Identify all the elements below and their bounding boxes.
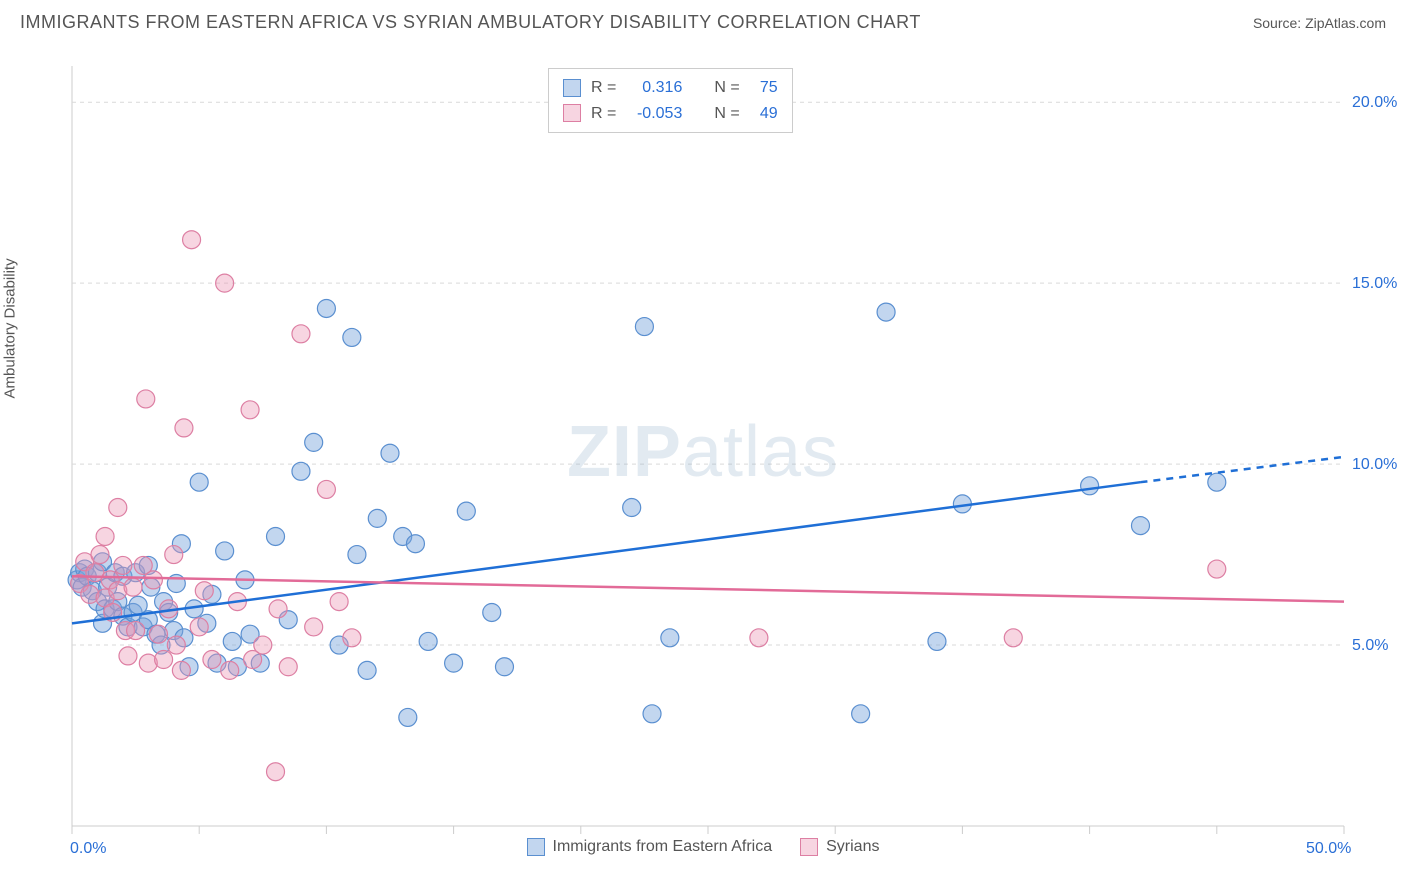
data-point <box>190 618 208 636</box>
data-point <box>119 647 137 665</box>
data-point <box>254 636 272 654</box>
data-point <box>216 542 234 560</box>
legend-item: Immigrants from Eastern Africa <box>527 838 773 856</box>
data-point <box>343 629 361 647</box>
data-point <box>190 473 208 491</box>
scatter-plot: 5.0% 10.0% 15.0% 20.0% <box>20 48 1406 870</box>
y-tick-label: 10.0% <box>1352 456 1397 473</box>
source-label: Source: ZipAtlas.com <box>1253 15 1386 31</box>
data-point <box>1004 629 1022 647</box>
legend-swatch <box>527 838 545 856</box>
data-point <box>241 401 259 419</box>
data-point <box>279 658 297 676</box>
data-point <box>928 632 946 650</box>
data-point <box>381 444 399 462</box>
data-point <box>419 632 437 650</box>
legend-swatch <box>563 79 581 97</box>
data-point <box>623 499 641 517</box>
data-point <box>852 705 870 723</box>
data-point <box>661 629 679 647</box>
data-point <box>195 582 213 600</box>
data-point <box>1081 477 1099 495</box>
data-point <box>223 632 241 650</box>
data-point <box>457 502 475 520</box>
data-point <box>267 763 285 781</box>
data-point <box>1208 560 1226 578</box>
correlation-legend: R =0.316N =75R =-0.053N =49 <box>548 68 793 133</box>
data-point <box>96 527 114 545</box>
data-point <box>643 705 661 723</box>
y-tick-label: 5.0% <box>1352 637 1388 654</box>
data-point <box>109 499 127 517</box>
r-legend-row: R =-0.053N =49 <box>563 101 778 127</box>
data-point <box>1131 517 1149 535</box>
legend-swatch <box>800 838 818 856</box>
data-point <box>368 509 386 527</box>
page-title: IMMIGRANTS FROM EASTERN AFRICA VS SYRIAN… <box>20 12 921 33</box>
y-tick-label: 15.0% <box>1352 275 1397 292</box>
series-ea <box>68 299 1226 726</box>
data-point <box>216 274 234 292</box>
data-point <box>149 625 167 643</box>
data-point <box>330 593 348 611</box>
data-point <box>127 622 145 640</box>
data-point <box>305 618 323 636</box>
data-point <box>167 636 185 654</box>
data-point <box>635 318 653 336</box>
data-point <box>114 556 132 574</box>
data-point <box>348 546 366 564</box>
series-sy <box>71 231 1226 781</box>
data-point <box>137 390 155 408</box>
data-point <box>483 603 501 621</box>
data-point <box>406 535 424 553</box>
data-point <box>175 419 193 437</box>
r-legend-row: R =0.316N =75 <box>563 75 778 101</box>
data-point <box>877 303 895 321</box>
data-point <box>124 578 142 596</box>
data-point <box>203 651 221 669</box>
data-point <box>267 527 285 545</box>
data-point <box>495 658 513 676</box>
data-point <box>183 231 201 249</box>
data-point <box>358 661 376 679</box>
data-point <box>221 661 239 679</box>
legend-label: Syrians <box>826 838 879 856</box>
data-point <box>445 654 463 672</box>
series-legend: Immigrants from Eastern Africa Syrians <box>20 838 1386 856</box>
data-point <box>292 462 310 480</box>
data-point <box>165 546 183 564</box>
legend-item: Syrians <box>800 838 879 856</box>
trend-line-ea-dash <box>1140 457 1344 482</box>
data-point <box>292 325 310 343</box>
data-point <box>172 661 190 679</box>
data-point <box>1208 473 1226 491</box>
data-point <box>399 708 417 726</box>
legend-label: Immigrants from Eastern Africa <box>553 838 773 856</box>
data-point <box>317 480 335 498</box>
y-tick-label: 20.0% <box>1352 94 1397 111</box>
data-point <box>155 651 173 669</box>
chart-area: Ambulatory Disability 5.0%10.0%15.0%20.0… <box>20 48 1386 872</box>
data-point <box>317 299 335 317</box>
data-point <box>91 546 109 564</box>
data-point <box>144 571 162 589</box>
data-point <box>343 328 361 346</box>
data-point <box>750 629 768 647</box>
data-point <box>269 600 287 618</box>
legend-swatch <box>563 104 581 122</box>
data-point <box>305 433 323 451</box>
y-axis-label: Ambulatory Disability <box>2 258 19 398</box>
